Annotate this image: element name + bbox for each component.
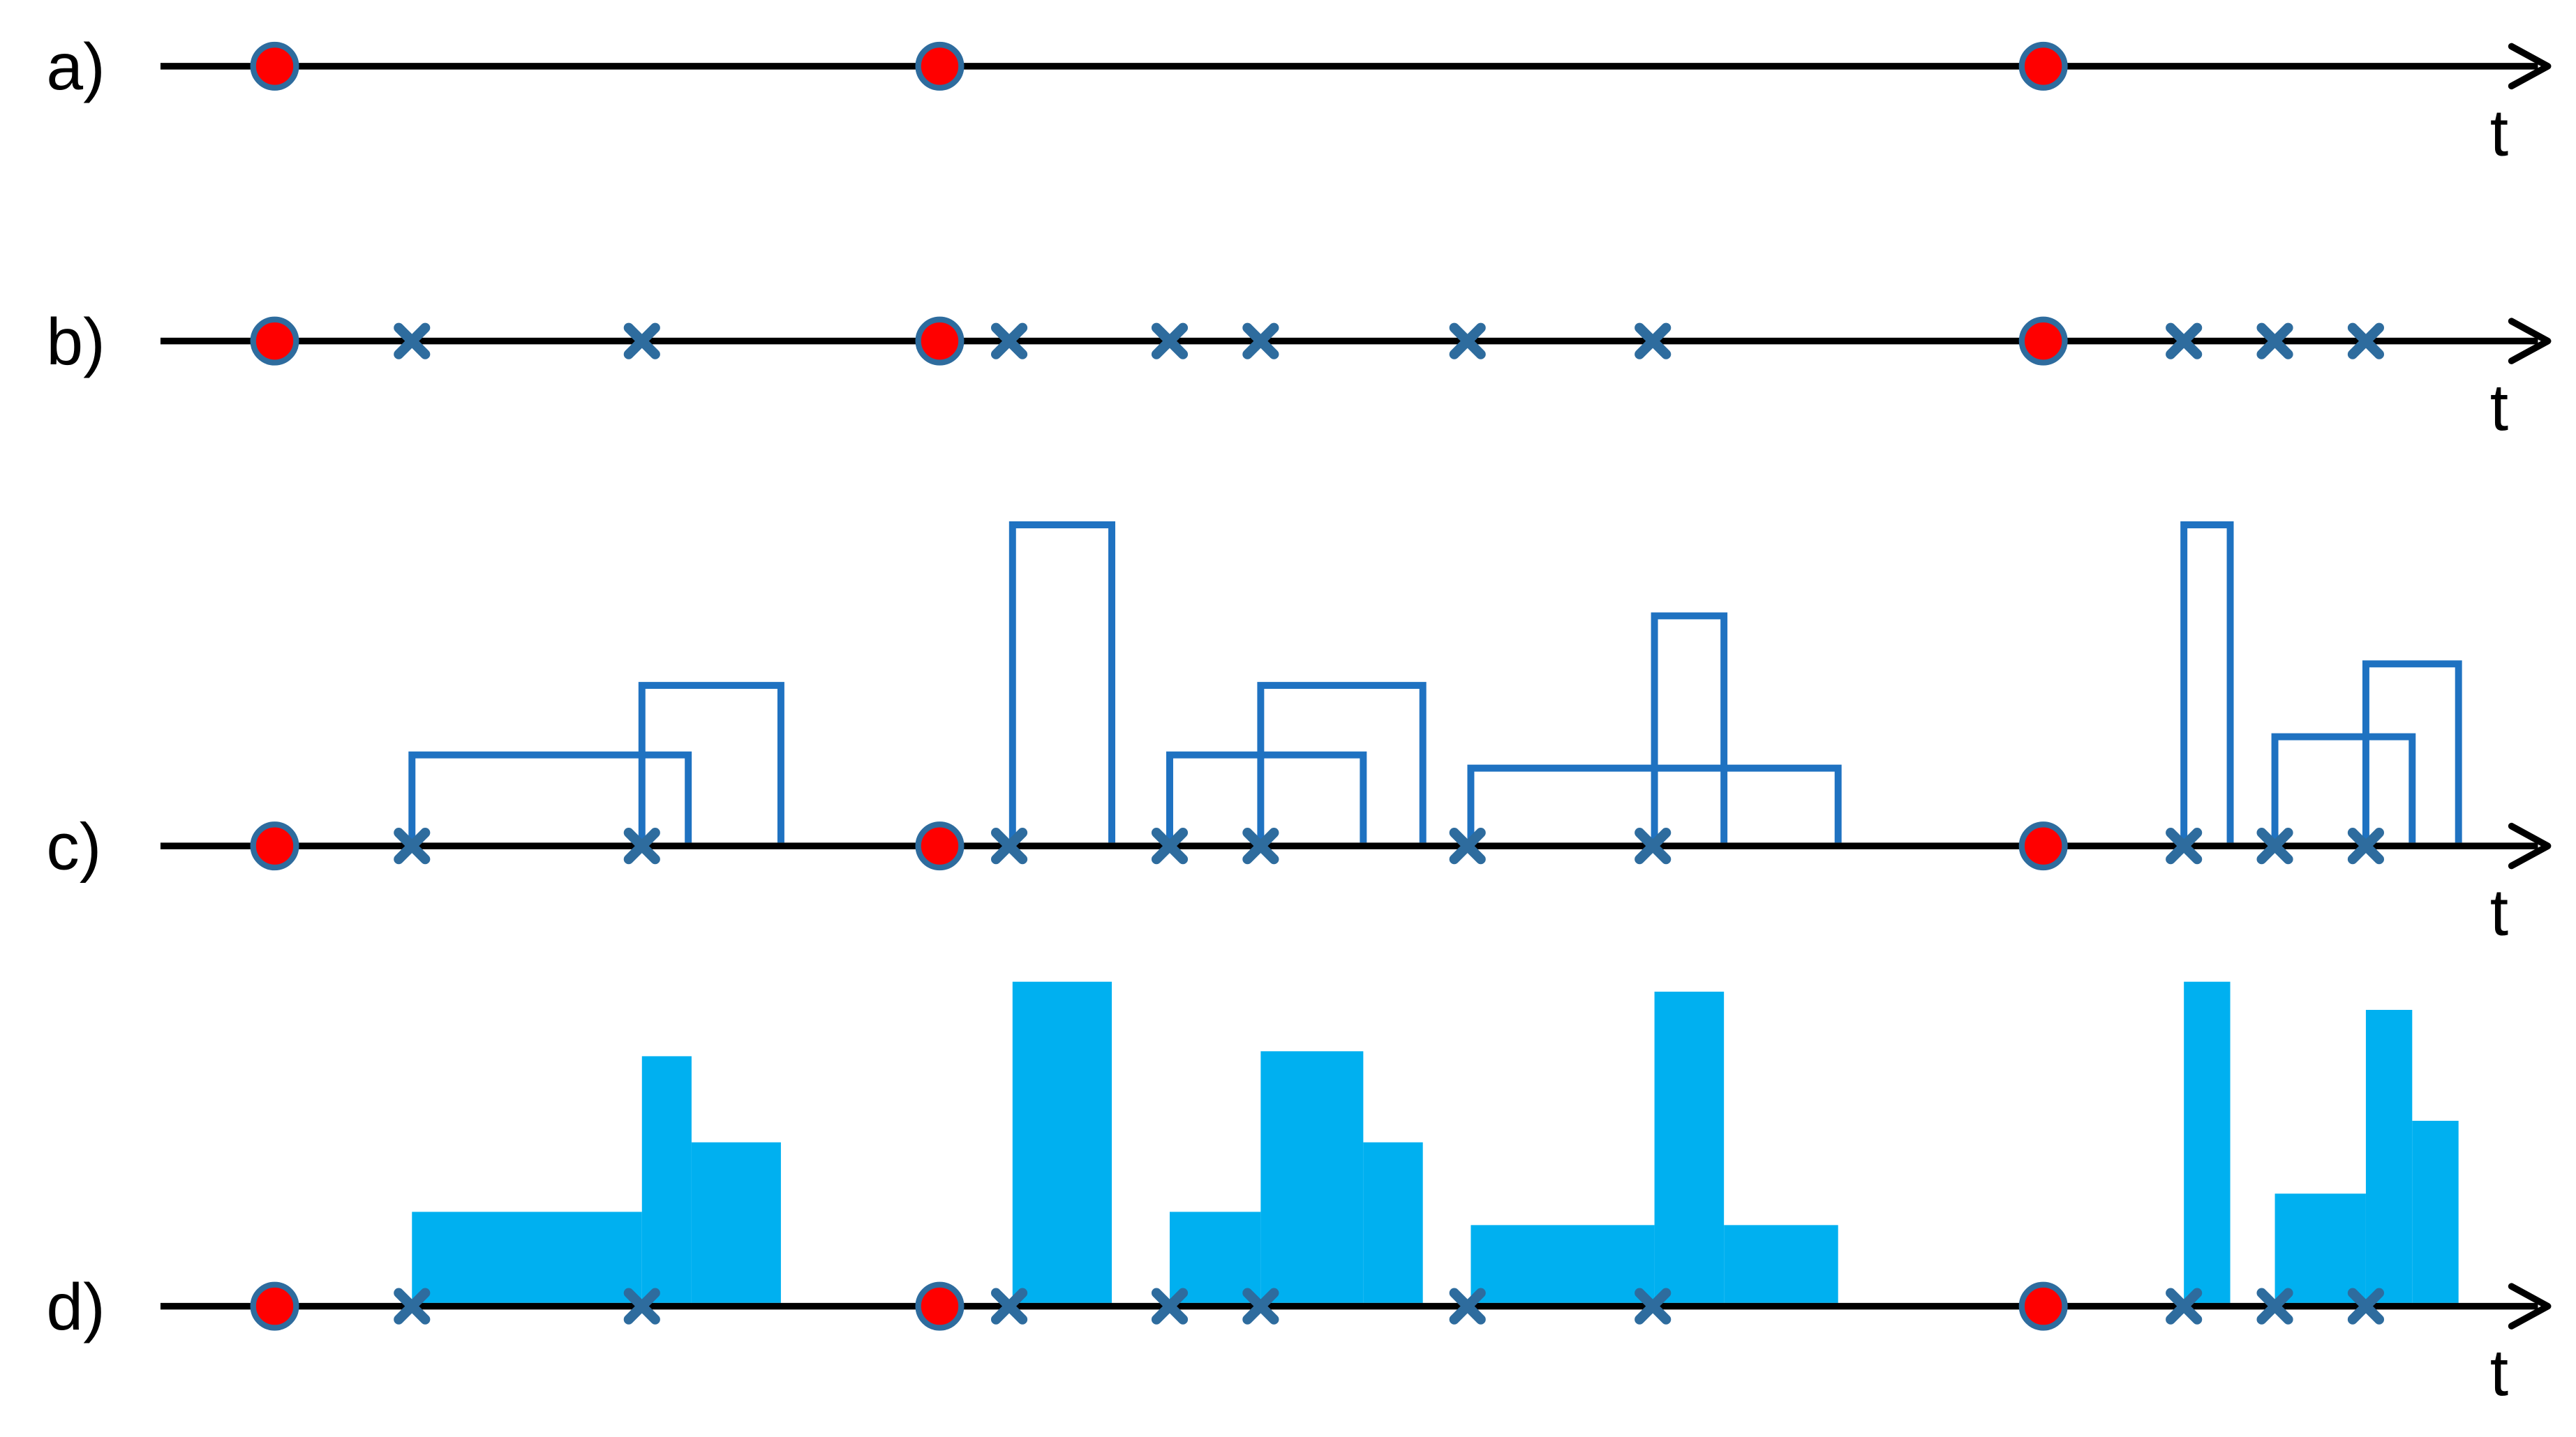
filled-step	[1260, 1051, 1364, 1303]
panels-root: a) t b) t c) t d) t	[46, 30, 2552, 1410]
event-dot	[2018, 41, 2068, 91]
filled-step	[1471, 1225, 1655, 1303]
cross-marker	[990, 828, 1028, 865]
cross-marker	[2347, 828, 2385, 865]
event-dot	[250, 1281, 299, 1331]
outline-box	[1008, 521, 1116, 847]
cross-marker	[623, 1288, 660, 1325]
filled-step	[1363, 1142, 1423, 1303]
axis-arrow	[2508, 1283, 2552, 1330]
panel-label-c: c)	[46, 810, 101, 884]
cross-marker	[1151, 322, 1189, 359]
event-dot	[250, 316, 299, 366]
panel-c: c) t	[46, 521, 2552, 950]
cross-marker	[990, 322, 1028, 359]
cross-marker	[2166, 322, 2203, 359]
event-dot	[915, 316, 965, 366]
axis-arrow	[2508, 822, 2552, 870]
cross-marker	[1635, 322, 1672, 359]
filled-step	[1654, 991, 1725, 1303]
cross-marker	[1635, 1288, 1672, 1325]
filled-step	[1012, 981, 1112, 1303]
cross-marker	[623, 828, 660, 865]
cross-marker	[1449, 828, 1486, 865]
panel-label-a: a)	[46, 30, 105, 104]
outline-box	[638, 682, 784, 847]
event-dot	[2018, 821, 2068, 871]
panel-b: b) t	[46, 305, 2552, 445]
filled-step	[1724, 1225, 1838, 1303]
event-dot	[2018, 1281, 2068, 1331]
cross-marker	[1635, 828, 1672, 865]
cross-marker	[1449, 1288, 1486, 1325]
outline-box	[1257, 682, 1427, 847]
outline-box	[2362, 660, 2462, 847]
filled-step	[2275, 1193, 2366, 1303]
event-dot	[250, 41, 299, 91]
cross-marker	[2347, 1288, 2385, 1325]
outline-box	[1166, 751, 1367, 847]
cross-marker	[1151, 828, 1189, 865]
cross-marker	[1242, 1288, 1279, 1325]
cross-marker	[394, 1288, 431, 1325]
cross-marker	[394, 828, 431, 865]
event-dot	[915, 821, 965, 871]
cross-marker	[2256, 828, 2293, 865]
axis-label-t: t	[2490, 96, 2508, 170]
cross-marker	[2256, 322, 2293, 359]
cross-marker	[394, 322, 431, 359]
cross-marker	[1449, 322, 1486, 359]
panel-d: d) t	[46, 981, 2552, 1410]
filled-step	[2412, 1120, 2459, 1303]
cross-marker	[1242, 322, 1279, 359]
event-dot	[2018, 316, 2068, 366]
event-dot	[915, 41, 965, 91]
outline-box	[408, 751, 692, 847]
cross-marker	[2166, 828, 2203, 865]
panel-label-d: d)	[46, 1270, 105, 1344]
axis-label-t: t	[2490, 876, 2508, 950]
axis-label-t: t	[2490, 371, 2508, 445]
cross-marker	[1151, 1288, 1189, 1325]
axis-arrow	[2508, 43, 2552, 90]
filled-step	[691, 1142, 781, 1303]
cross-marker	[990, 1288, 1028, 1325]
cross-marker	[1242, 828, 1279, 865]
filled-step	[2365, 1009, 2413, 1303]
cross-marker	[2347, 322, 2385, 359]
filled-step	[1170, 1212, 1261, 1303]
panel-a: a) t	[46, 30, 2552, 170]
cross-marker	[623, 322, 660, 359]
outline-box	[1651, 612, 1728, 847]
filled-step	[412, 1212, 642, 1303]
outline-box	[2180, 521, 2234, 847]
cross-marker	[2166, 1288, 2203, 1325]
event-dot	[915, 1281, 965, 1331]
panel-label-b: b)	[46, 305, 105, 379]
event-dot	[250, 821, 299, 871]
cross-marker	[2256, 1288, 2293, 1325]
axis-label-t: t	[2490, 1337, 2508, 1410]
filled-step	[641, 1056, 692, 1303]
outline-box	[2271, 733, 2416, 847]
axis-arrow	[2508, 318, 2552, 364]
filled-step	[2184, 981, 2231, 1303]
